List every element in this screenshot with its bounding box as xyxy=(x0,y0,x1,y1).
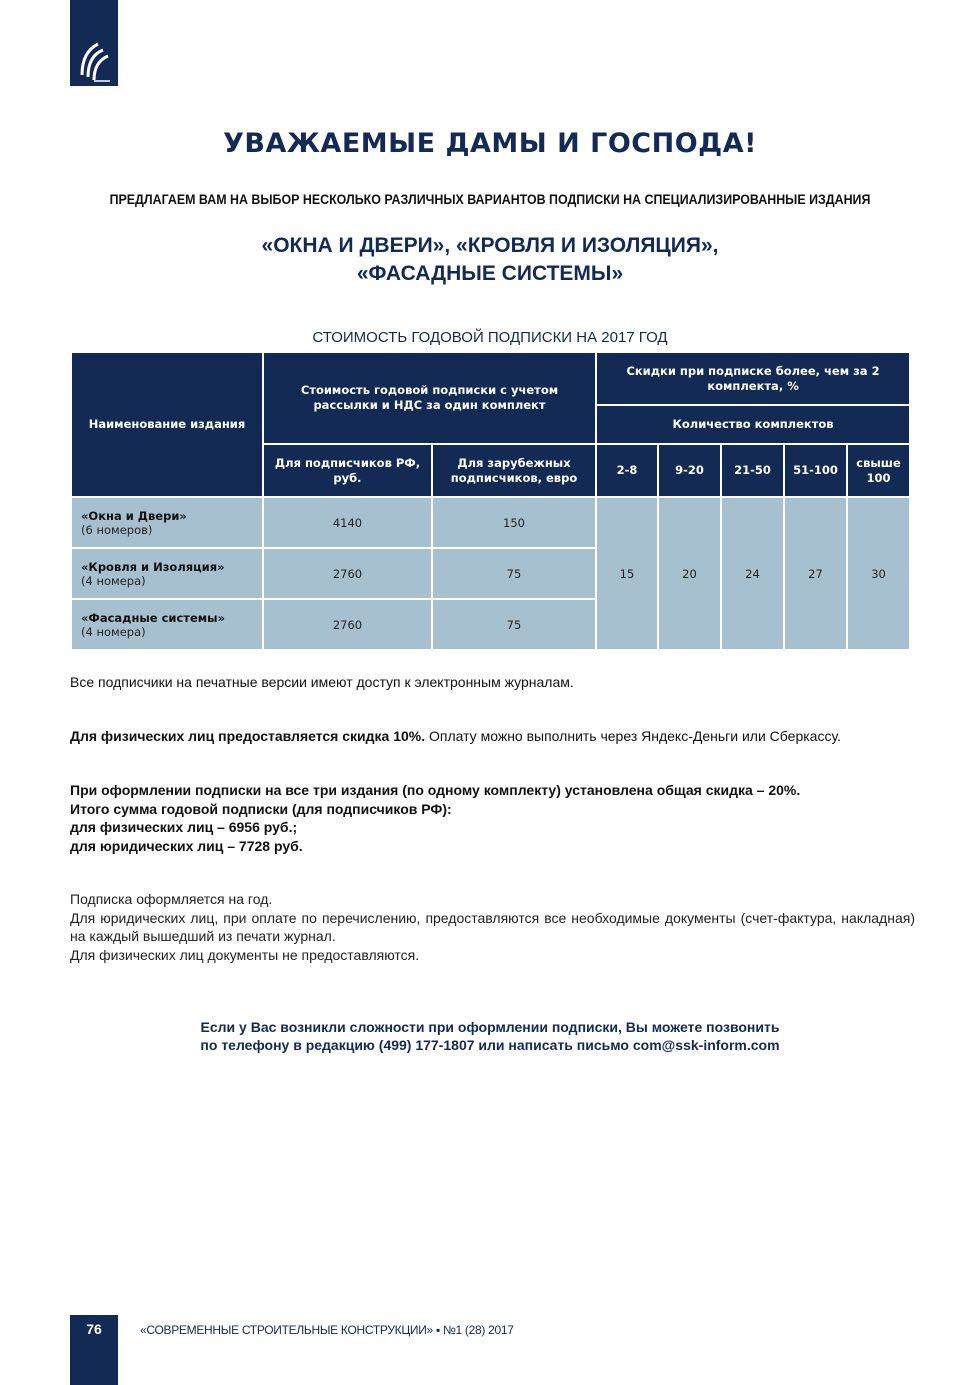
page-number-box xyxy=(70,1315,118,1385)
footer-journal: «СОВРЕМЕННЫЕ СТРОИТЕЛЬНЫЕ КОНСТРУКЦИИ» ▪… xyxy=(140,1323,514,1337)
magazine-cell: «Фасадные системы» (4 номера) xyxy=(70,598,264,651)
bundle-note: При оформлении подписки на все три издан… xyxy=(70,782,801,854)
table-caption: СТОИМОСТЬ ГОДОВОЙ ПОДПИСКИ НА 2017 ГОД xyxy=(312,329,668,346)
header-range: 51-100 xyxy=(783,443,848,498)
price-foreign: 75 xyxy=(431,547,597,600)
discount: 24 xyxy=(720,496,785,651)
header-range: 9-20 xyxy=(657,443,722,498)
terms-note: Подписка оформляется на год. Для юридичес… xyxy=(70,891,915,963)
table-row: «Фасадные системы» (4 номера) 2760 75 xyxy=(70,598,910,651)
access-note: Все подписчики на печатные версии имеют … xyxy=(70,674,574,690)
discount: 30 xyxy=(845,496,912,651)
header-count: Количество комплектов xyxy=(594,404,912,445)
header-name: Наименование издания xyxy=(70,351,264,498)
table-row: «Кровля и Изоляция» (4 номера) 2760 75 xyxy=(70,547,910,600)
magazine-names: «ОКНА И ДВЕРИ», «КРОВЛЯ И ИЗОЛЯЦИЯ», «ФАС… xyxy=(0,232,980,288)
magazine-cell: «Окна и Двери» (6 номеров) xyxy=(70,496,264,549)
page-title: УВАЖАЕМЫЕ ДАМЫ И ГОСПОДА! xyxy=(223,128,757,159)
logo-icon xyxy=(80,42,110,82)
header-cost: Стоимость годовой подписки с учетом расс… xyxy=(262,351,597,445)
price-rf: 2760 xyxy=(262,598,433,651)
discount: 15 xyxy=(595,496,659,651)
price-table: Наименование издания Стоимость годовой по… xyxy=(70,351,912,651)
header-foreign: Для зарубежных подписчиков, евро xyxy=(431,443,597,498)
price-foreign: 75 xyxy=(431,598,597,651)
header-range: 21-50 xyxy=(720,443,785,498)
logo xyxy=(70,0,118,86)
price-rf: 2760 xyxy=(262,547,433,600)
price-foreign: 150 xyxy=(431,496,597,549)
discount-note: Для физических лиц предоставляется скидк… xyxy=(70,728,841,744)
discount: 27 xyxy=(783,496,848,651)
price-rf: 4140 xyxy=(262,496,433,549)
page-number: 76 xyxy=(86,1321,102,1337)
magazine-cell: «Кровля и Изоляция» (4 номера) xyxy=(70,547,264,600)
contact-info: Если у Вас возникли сложности при оформл… xyxy=(200,1019,780,1053)
header-range: свыше 100 xyxy=(845,443,912,498)
subtitle: ПРЕДЛАГАЕМ ВАМ НА ВЫБОР НЕСКОЛЬКО РАЗЛИЧ… xyxy=(109,192,871,207)
header-range: 2-8 xyxy=(595,443,659,498)
discount: 20 xyxy=(657,496,722,651)
table-row: «Окна и Двери» (6 номеров) 4140 150 15 20 24 2… xyxy=(70,496,912,651)
magazines-line-1: «ОКНА И ДВЕРИ», «КРОВЛЯ И ИЗОЛЯЦИЯ», xyxy=(261,234,719,257)
magazines-line-2: «ФАСАДНЫЕ СИСТЕМЫ» xyxy=(356,262,624,285)
header-discounts: Скидки при подписке более, чем за 2 комп… xyxy=(594,351,912,406)
header-rf: Для подписчиков РФ, руб. xyxy=(262,443,433,498)
